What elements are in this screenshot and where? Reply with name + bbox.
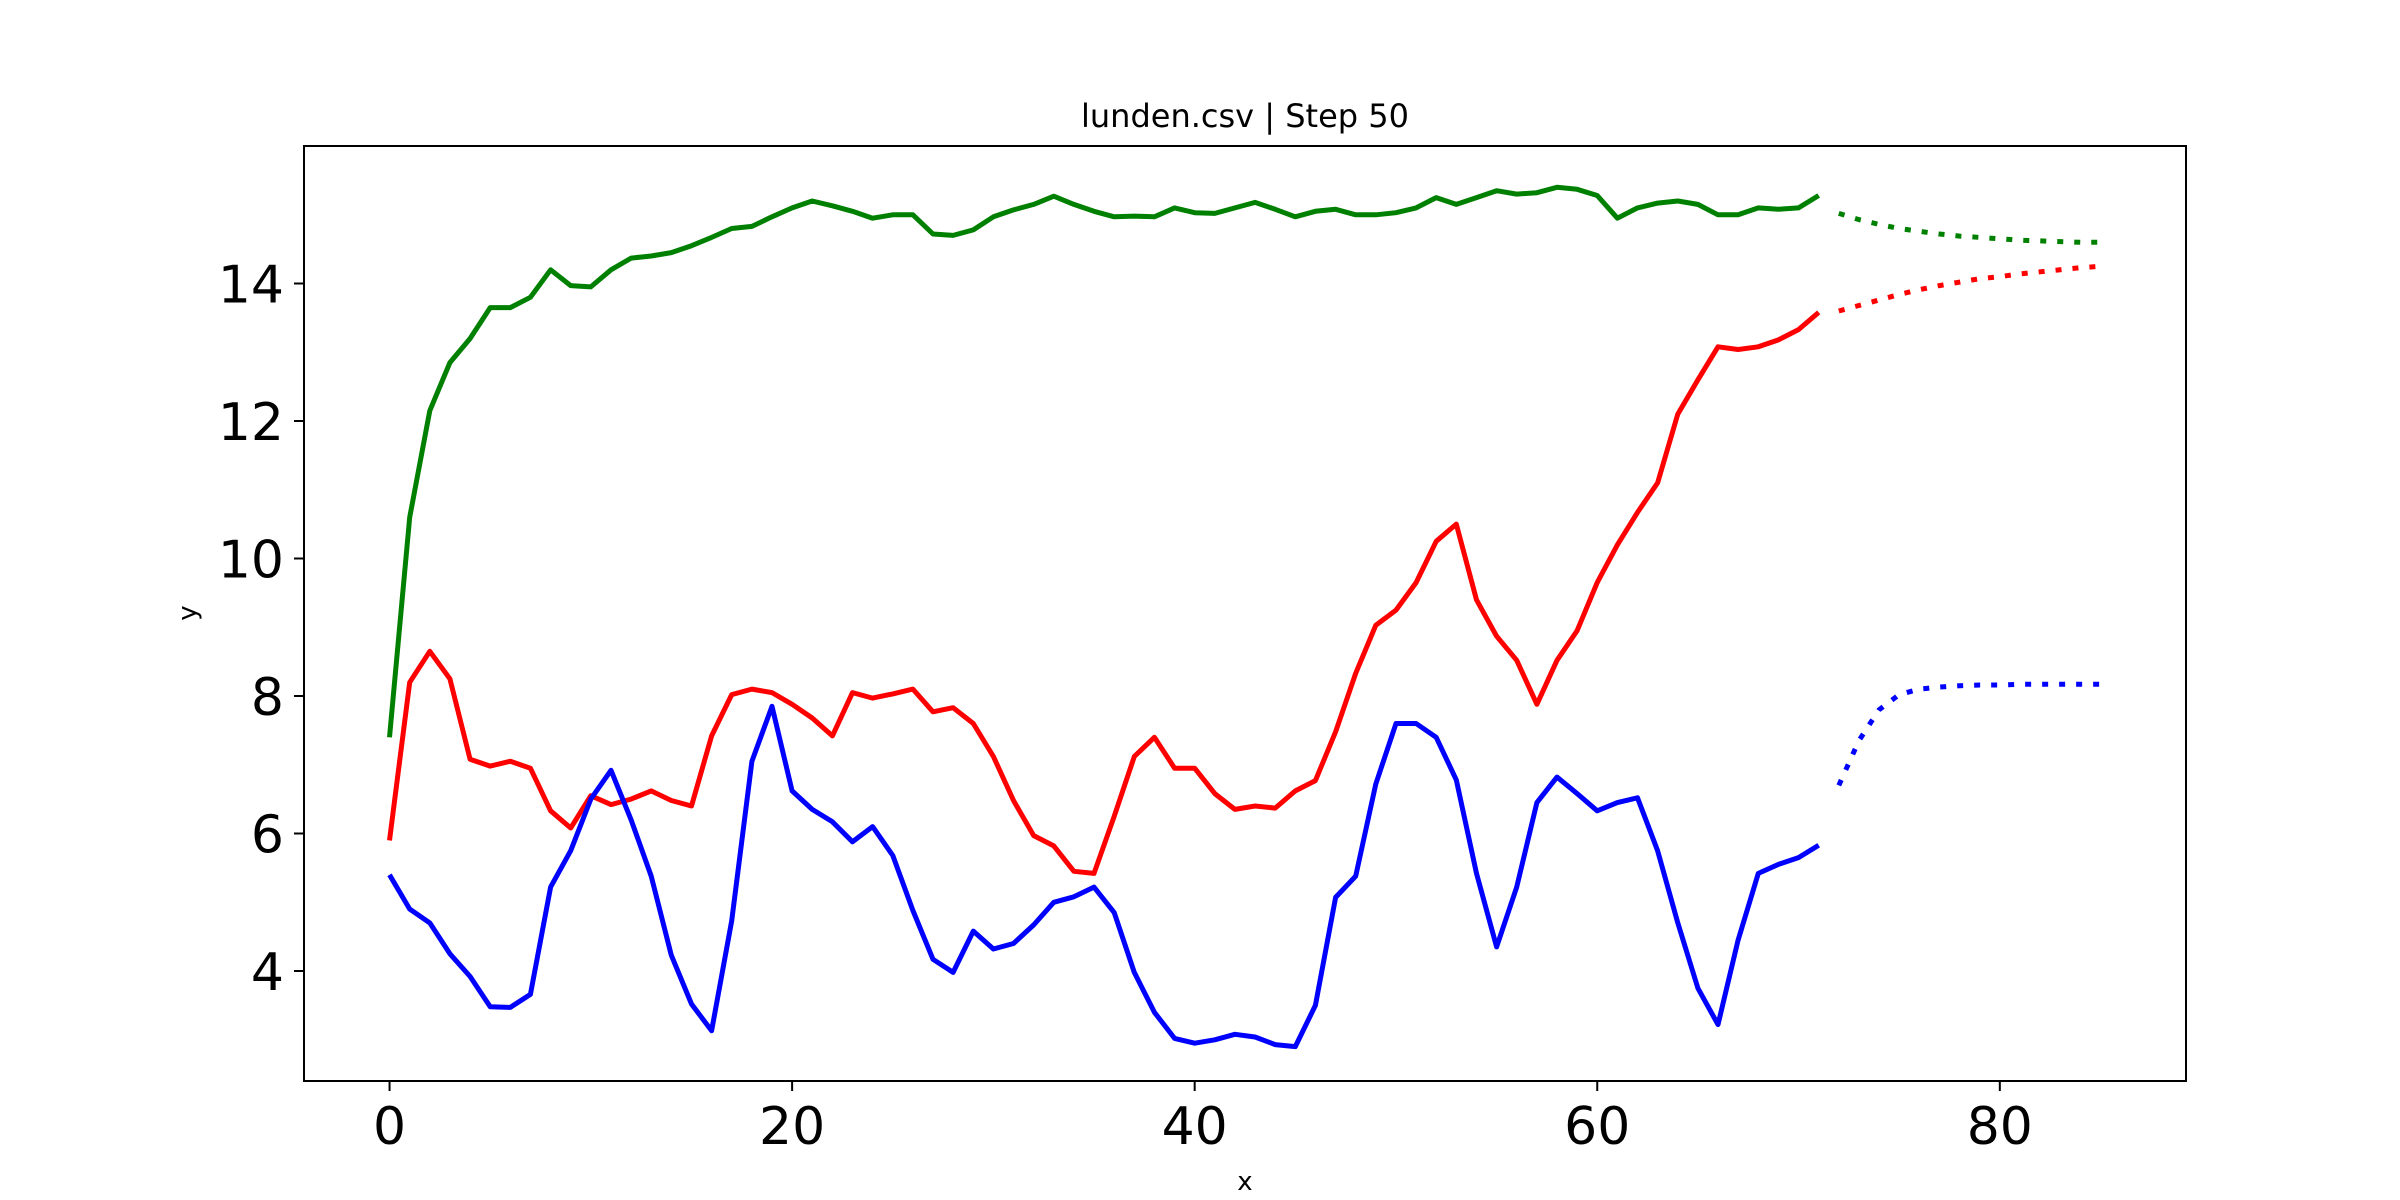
x-axis-label: x — [1237, 1167, 1252, 1197]
plot-frame — [303, 145, 2187, 1082]
y-tick-label: 10 — [218, 531, 284, 591]
y-axis-label: y — [173, 605, 203, 620]
y-tick-label: 6 — [251, 806, 284, 866]
series-layer — [387, 184, 2101, 1050]
x-axis-ticks: 0 20 40 60 80 — [373, 1081, 2033, 1157]
y-tick-label: 14 — [218, 256, 284, 316]
y-axis-ticks: 4 6 8 10 12 14 — [218, 256, 304, 1003]
x-tick-label: 0 — [373, 1097, 406, 1157]
y-tick-label: 4 — [251, 943, 284, 1003]
x-tick-label: 20 — [759, 1097, 825, 1157]
x-tick-label: 40 — [1162, 1097, 1228, 1157]
x-tick-label: 80 — [1967, 1097, 2033, 1157]
forecast-line-1 — [1838, 211, 2101, 245]
series-line-2 — [387, 310, 1821, 876]
chart-title: lunden.csv | Step 50 — [1081, 97, 1409, 135]
forecast-line-2 — [1838, 263, 2101, 314]
series-line-1 — [387, 184, 1821, 738]
x-tick-label: 60 — [1564, 1097, 1630, 1157]
y-tick-label: 8 — [251, 668, 284, 728]
y-tick-label: 12 — [218, 393, 284, 453]
forecast-line-3 — [1836, 681, 2101, 787]
series-line-3 — [387, 703, 1821, 1050]
